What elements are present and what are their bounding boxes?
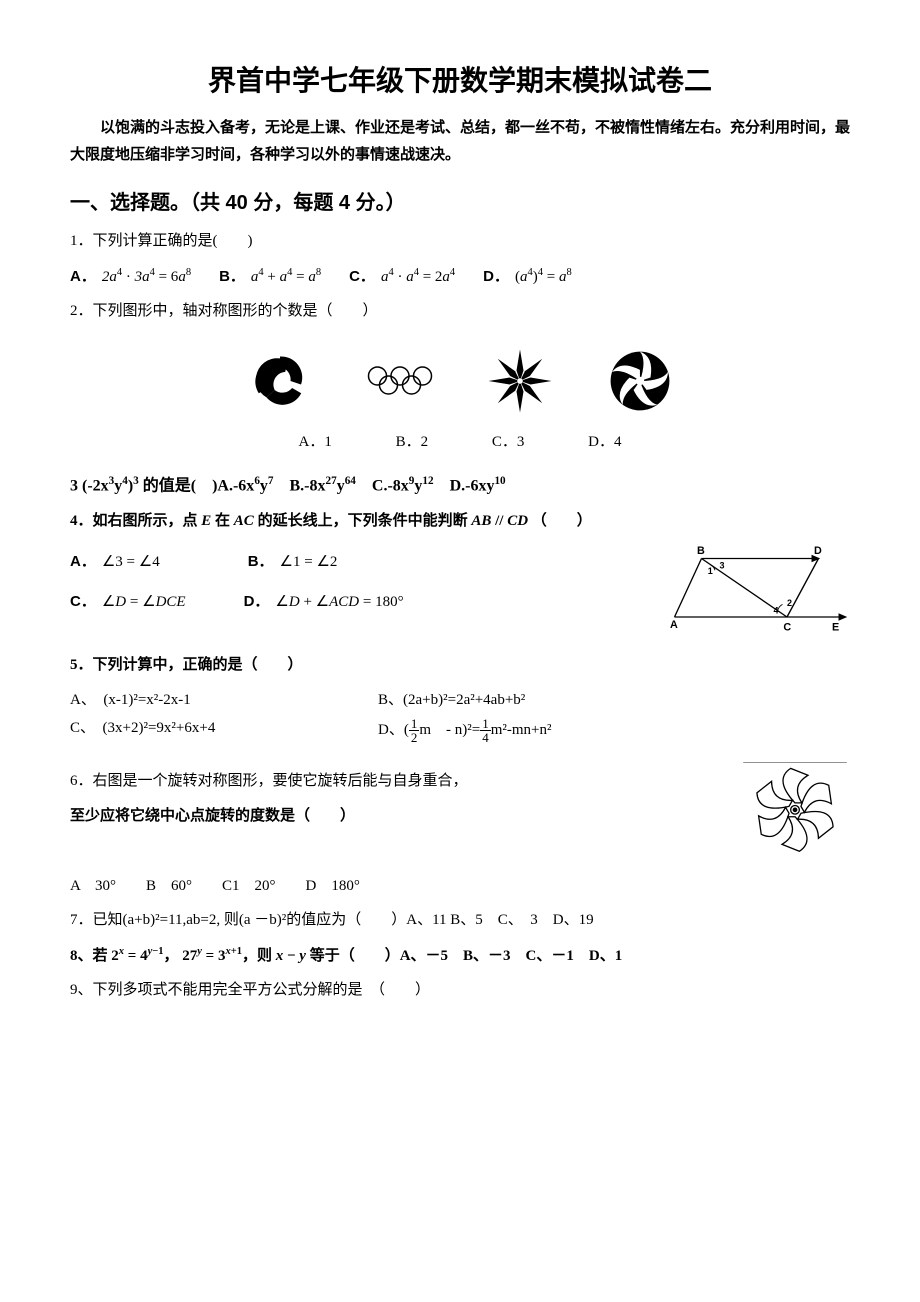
q9-text: 9、下列多项式不能用完全平方公式分解的是 （ ）	[70, 979, 850, 1002]
q7-text: 7．已知(a+b)²=11,ab=2, 则(a －b)²的值应为（ ）A、11 …	[70, 909, 850, 932]
q4-angle-2: 2	[787, 598, 792, 608]
q5-row1: A、 (x-1)²=x²-2x-1 B、(2a+b)²=2a²+4ab+b²	[70, 689, 850, 712]
q4-label-e: E	[832, 621, 839, 633]
q3-text: 3 (-2x3y4)3 的值是( )A.-6x6y7 B.-8x27y64 C.…	[70, 473, 850, 498]
q2-text: 2．下列图形中，轴对称图形的个数是（ ）	[70, 300, 850, 323]
q8-text: 8、若 2x = 4y−1， 27y = 3x+1，则 x − y 等于（ ）A…	[70, 944, 850, 968]
q5-row2: C、 (3x+2)²=9x²+6x+4 D、(12m - n)²=14m²-mn…	[70, 717, 850, 744]
q2-shape-3	[480, 341, 560, 421]
q4-angle-3: 3	[720, 560, 725, 570]
q4-angle-1: 1	[708, 566, 713, 576]
q1-opt-b: B．a4 + a4 = a8	[219, 265, 321, 289]
q6-block: 6．右图是一个旋转对称图形，要使它旋转后能与自身重合， 至少应将它绕中心点旋转的…	[70, 758, 850, 861]
q4-diagram: B D A C E 1 3 2 4	[670, 545, 850, 643]
q2-opt-b: B．2	[396, 434, 429, 450]
q4-angle-4: 4	[774, 605, 779, 615]
q5-opt-d: D、(12m - n)²=14m²-mn+n²	[378, 717, 552, 744]
q4-block: A．∠3 = ∠4 B．∠1 = ∠2 C．∠D = ∠DCE D．∠D + ∠…	[70, 545, 850, 643]
q5-opt-b: B、(2a+b)²=2a²+4ab+b²	[378, 689, 525, 712]
q5-opt-c: C、 (3x+2)²=9x²+6x+4	[70, 717, 350, 744]
q1-opt-a: A．2a4 · 3a4 = 6a8	[70, 265, 191, 289]
q6-text1: 6．右图是一个旋转对称图形，要使它旋转后能与自身重合，	[70, 770, 720, 793]
q2-opt-a: A．1	[299, 434, 332, 450]
q2-opt-c: C．3	[492, 434, 525, 450]
q2-options: A．1 B．2 C．3 D．4	[70, 431, 850, 454]
q2-shape-1	[240, 341, 320, 421]
q2-shape-4	[600, 341, 680, 421]
q1-opt-c: C．a4 · a4 = 2a4	[349, 265, 455, 289]
q4-opt-a: A．∠3 = ∠4	[70, 551, 160, 574]
q2-opt-d: D．4	[588, 434, 621, 450]
q1-opt-d: D．(a4)4 = a8	[483, 265, 572, 289]
section-1-header: 一、选择题。（共 40 分，每题 4 分。）	[70, 188, 850, 218]
q4-label-b: B	[697, 545, 705, 557]
q6-text2: 至少应将它绕中心点旋转的度数是（ ）	[70, 805, 720, 828]
q4-label-c: C	[783, 621, 791, 633]
q4-text: 4．如右图所示，点 E 在 AC 的延长线上，下列条件中能判断 AB // CD…	[70, 510, 850, 533]
q4-label-d: D	[814, 545, 822, 557]
q1-options: A．2a4 · 3a4 = 6a8 B．a4 + a4 = a8 C．a4 · …	[70, 265, 850, 289]
intro-text: 以饱满的斗志投入备考，无论是上课、作业还是考试、总结，都一丝不苟，不被惰性情绪左…	[70, 114, 850, 168]
q2-shape-2	[360, 341, 440, 421]
q1-text: 1．下列计算正确的是( )	[70, 230, 850, 253]
q4-opt-c: C．∠D = ∠DCE	[70, 591, 186, 614]
q2-shapes	[70, 341, 850, 421]
q6-figure	[740, 758, 850, 861]
q5-text: 5．下列计算中，正确的是（ ）	[70, 654, 850, 677]
q5-opt-a: A、 (x-1)²=x²-2x-1	[70, 689, 350, 712]
q4-opt-b: B．∠1 = ∠2	[248, 551, 338, 574]
q4-opt-d: D．∠D + ∠ACD = 180°	[244, 591, 404, 614]
q4-label-a: A	[670, 619, 678, 631]
doc-title: 界首中学七年级下册数学期末模拟试卷二	[70, 60, 850, 102]
q6-options: A 30° B 60° C1 20° D 180°	[70, 875, 850, 898]
